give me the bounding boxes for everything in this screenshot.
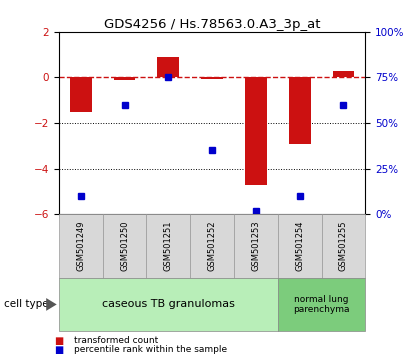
Text: percentile rank within the sample: percentile rank within the sample xyxy=(74,345,227,354)
Bar xyxy=(201,78,223,79)
Text: GSM501249: GSM501249 xyxy=(76,221,85,271)
Bar xyxy=(158,57,179,78)
Text: GSM501252: GSM501252 xyxy=(207,221,217,271)
Text: caseous TB granulomas: caseous TB granulomas xyxy=(102,299,235,309)
Bar xyxy=(245,78,267,184)
Text: ■: ■ xyxy=(55,336,64,346)
Text: cell type: cell type xyxy=(4,299,49,309)
Bar xyxy=(289,78,311,143)
Text: GSM501251: GSM501251 xyxy=(164,221,173,271)
Bar xyxy=(113,78,135,80)
Text: GSM501250: GSM501250 xyxy=(120,221,129,271)
Bar xyxy=(70,78,92,112)
Text: GSM501253: GSM501253 xyxy=(252,221,260,272)
Text: transformed count: transformed count xyxy=(74,336,158,345)
Text: normal lung
parenchyma: normal lung parenchyma xyxy=(293,295,350,314)
Text: GSM501255: GSM501255 xyxy=(339,221,348,271)
Text: ■: ■ xyxy=(55,345,64,354)
Text: GSM501254: GSM501254 xyxy=(295,221,304,271)
Bar xyxy=(333,70,354,78)
Title: GDS4256 / Hs.78563.0.A3_3p_at: GDS4256 / Hs.78563.0.A3_3p_at xyxy=(104,18,320,31)
